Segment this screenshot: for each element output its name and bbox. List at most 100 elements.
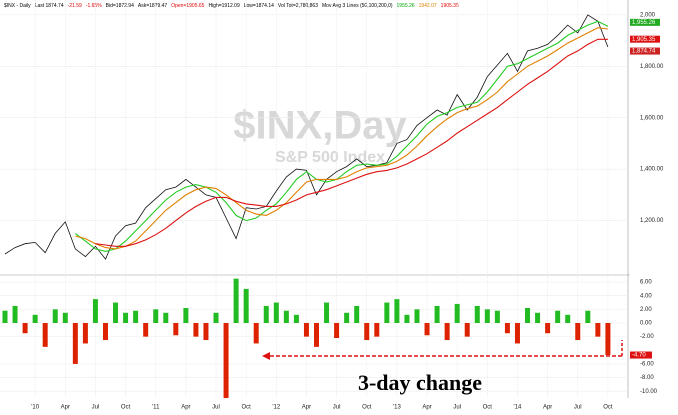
x-tick-label: '13 xyxy=(393,405,401,411)
x-tick-label: Apr xyxy=(543,405,552,411)
bar xyxy=(102,323,108,341)
bar xyxy=(143,323,149,337)
bar xyxy=(133,310,139,323)
bar xyxy=(545,323,551,334)
bar xyxy=(525,308,531,323)
y-tick-label: 6.00 xyxy=(640,280,652,286)
bar xyxy=(72,323,78,364)
watermark-subtitle: S&P 500 Index xyxy=(275,149,385,166)
price-marker xyxy=(630,18,660,26)
bar xyxy=(303,323,309,337)
y-tick-label: -10.00 xyxy=(640,389,658,395)
header-item: High=1912.09 xyxy=(208,3,239,9)
header-item: Ask=1879.47 xyxy=(138,3,168,9)
price-marker xyxy=(630,35,660,43)
x-tick-label: Jul xyxy=(574,405,582,411)
series-line xyxy=(74,20,609,252)
series-line xyxy=(95,38,608,247)
bar xyxy=(494,310,500,323)
bar xyxy=(344,312,350,323)
bar xyxy=(153,309,159,323)
x-tick-label: Jul xyxy=(333,405,341,411)
bar xyxy=(424,323,430,336)
bar xyxy=(223,323,229,398)
bar xyxy=(92,299,98,323)
bar xyxy=(82,323,88,344)
bar xyxy=(2,310,8,323)
bar xyxy=(283,310,289,323)
arrow-head xyxy=(262,352,270,360)
bar xyxy=(404,314,410,323)
header-item: $INX - Daily xyxy=(4,3,31,9)
bar xyxy=(585,310,591,323)
bar xyxy=(354,305,360,323)
y-tick-label: -6.00 xyxy=(640,361,654,367)
x-tick-label: '12 xyxy=(272,405,280,411)
x-tick-label: '14 xyxy=(514,405,522,411)
x-tick-label: Jul xyxy=(453,405,461,411)
bar xyxy=(233,278,239,323)
header-item: -1.65% xyxy=(86,3,102,9)
series-line xyxy=(4,14,609,260)
bar xyxy=(504,323,510,334)
marks xyxy=(2,14,611,398)
bar xyxy=(394,299,400,323)
bar xyxy=(314,323,319,347)
x-tick-label: '11 xyxy=(152,405,160,411)
header-item: -21.59 xyxy=(68,3,82,9)
x-tick-label: Apr xyxy=(181,405,190,411)
bar xyxy=(173,323,179,336)
bar xyxy=(324,302,330,323)
bar xyxy=(575,323,581,341)
header-item: 1942.07 xyxy=(419,3,437,9)
x-tick-label: Oct xyxy=(241,405,251,411)
bar xyxy=(193,323,199,337)
bar xyxy=(595,323,601,337)
bar xyxy=(123,312,129,323)
bar xyxy=(605,323,611,356)
bar xyxy=(52,309,58,323)
y-tick-label: 4.00 xyxy=(640,293,652,299)
x-tick-label: Apr xyxy=(422,405,431,411)
bar xyxy=(535,312,541,323)
bar xyxy=(263,305,269,323)
price-marker-label: 1,905.35 xyxy=(632,37,656,43)
bar xyxy=(183,308,189,323)
bar xyxy=(454,303,460,323)
watermark-title: $INX,Day xyxy=(233,104,407,148)
bar xyxy=(484,309,490,323)
header-item: Vol Tot=2,780,863 xyxy=(278,3,318,9)
header-item: Bid=1872.94 xyxy=(106,3,134,9)
bar xyxy=(334,323,340,338)
bar xyxy=(22,323,28,334)
series-line xyxy=(75,27,608,250)
y-tick-label: -8.00 xyxy=(640,375,654,381)
bar xyxy=(12,305,18,323)
labels: '10 Apr Jul Oct '11 Apr Jul Oct '12 Apr Jul Oct '13 A… xyxy=(31,12,664,410)
bar xyxy=(474,305,480,323)
bar xyxy=(555,310,561,323)
bar xyxy=(444,323,450,341)
bar xyxy=(565,314,571,323)
y-tick-label: 1,600.00 xyxy=(640,115,664,121)
x-tick-label: Apr xyxy=(302,405,311,411)
bar xyxy=(514,323,520,344)
x-tick-label: Jul xyxy=(212,405,220,411)
header-item: Last 1874.74 xyxy=(35,3,64,9)
header-item: 1905.35 xyxy=(441,3,459,9)
x-tick-label: Oct xyxy=(603,405,613,411)
y-tick-label: 2.00 xyxy=(640,307,652,313)
bar xyxy=(42,323,48,347)
last-marker-label: -4.70 xyxy=(632,353,646,359)
x-tick-label: '10 xyxy=(31,405,39,411)
annotation: 3-day change xyxy=(358,370,482,395)
bar xyxy=(213,312,219,323)
bar xyxy=(203,323,209,341)
bar xyxy=(464,323,470,337)
x-tick-label: Oct xyxy=(362,405,372,411)
bar xyxy=(434,305,440,323)
price-marker-label: 1,874.74 xyxy=(632,49,656,55)
header: $INX - Daily Last 1874.74 -21.59 -1.65% Bid=… xyxy=(4,3,459,9)
